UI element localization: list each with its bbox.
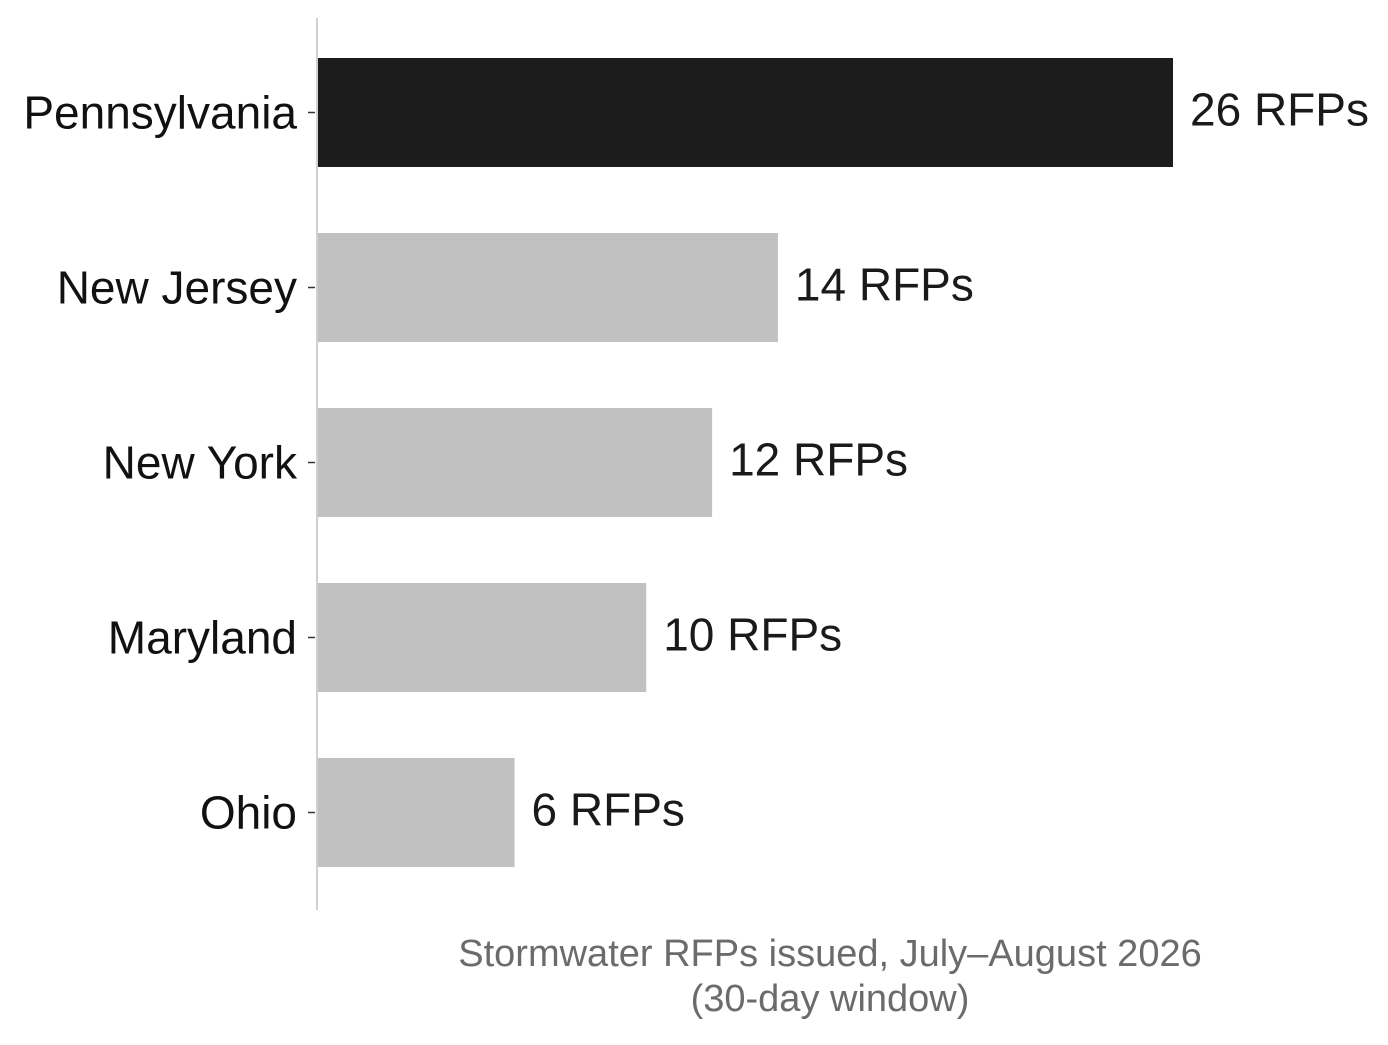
bar-maryland — [318, 583, 647, 692]
labels-layer: Pennsylvania 26 RFPs New Jersey 14 RFPs New … — [23, 84, 1369, 839]
bar-new-york — [318, 408, 713, 517]
category-label: Maryland — [108, 612, 297, 664]
category-label: New York — [103, 437, 298, 489]
bar-ohio — [318, 758, 515, 867]
value-label: 6 RFPs — [532, 784, 685, 836]
value-label: 12 RFPs — [729, 434, 908, 486]
value-label: 14 RFPs — [795, 259, 974, 311]
category-label: New Jersey — [57, 262, 297, 314]
x-axis-label-line-2: (30-day window) — [691, 978, 970, 1020]
category-label: Ohio — [200, 787, 297, 839]
value-label: 10 RFPs — [663, 609, 842, 661]
x-axis-label-line-1: Stormwater RFPs issued, July–August 2026 — [458, 933, 1201, 975]
bar-pennsylvania — [318, 58, 1173, 167]
bar-new-jersey — [318, 233, 778, 342]
axis-layer — [308, 18, 318, 910]
value-label: 26 RFPs — [1190, 84, 1369, 136]
category-label: Pennsylvania — [23, 87, 297, 139]
bars-layer — [318, 58, 1173, 867]
